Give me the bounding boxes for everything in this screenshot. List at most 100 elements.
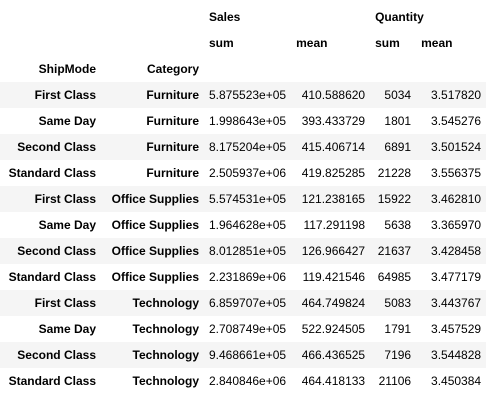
row-index-category: Furniture bbox=[146, 114, 199, 128]
row-index-shipmode: Second Class bbox=[0, 342, 101, 368]
table-header: Sales Quantity sum mean sum mean ShipMod… bbox=[0, 4, 486, 82]
cell-sales-mean: 119.421546 bbox=[302, 270, 366, 284]
table-row: Second Class Technology 9.468661e+05 466.43… bbox=[0, 342, 487, 368]
cell-sales-sum: 2.708749e+05 bbox=[209, 322, 287, 336]
cell-quantity-sum: 21106 bbox=[378, 374, 412, 388]
cell-quantity-sum: 64985 bbox=[377, 270, 412, 284]
row-index-category: Technology bbox=[101, 290, 204, 316]
row-index-shipmode: Second Class bbox=[0, 238, 101, 264]
row-index-shipmode: Same Day bbox=[38, 218, 96, 232]
cell-sales-sum: 1.964628e+05 bbox=[209, 218, 287, 232]
cell-quantity-sum: 15922 bbox=[370, 186, 417, 212]
table-row: Same Day Furniture 1.998643e+05 393.433729 1… bbox=[0, 108, 486, 134]
cell-quantity-mean: 3.365970 bbox=[431, 218, 482, 232]
row-index-category: Furniture bbox=[101, 82, 204, 108]
table-row: First Class Office Supplies 5.574531e+05 12… bbox=[0, 186, 487, 212]
header-blank-cell bbox=[101, 30, 204, 56]
table-body: First Class Furniture 5.875523e+05 410.5886… bbox=[0, 82, 487, 394]
row-index-shipmode: Same Day bbox=[38, 114, 96, 128]
row-index-category: Furniture bbox=[146, 166, 199, 180]
cell-sales-sum: 5.574531e+05 bbox=[204, 186, 292, 212]
header-blank-cell bbox=[291, 56, 370, 82]
cell-quantity-sum: 5034 bbox=[370, 82, 417, 108]
cell-quantity-sum: 6891 bbox=[370, 134, 417, 160]
row-index-shipmode: Second Class bbox=[0, 134, 101, 160]
cell-quantity-mean: 3.517820 bbox=[416, 82, 487, 108]
cell-sales-mean: 117.291198 bbox=[303, 218, 366, 232]
row-index-category: Office Supplies bbox=[111, 218, 199, 232]
header-row-aggregations: sum mean sum mean bbox=[0, 30, 486, 56]
cell-quantity-sum: 7196 bbox=[370, 342, 417, 368]
cell-quantity-mean: 3.462810 bbox=[416, 186, 487, 212]
cell-sales-sum: 2.840846e+06 bbox=[209, 374, 287, 388]
table-row: Same Day Technology 2.708749e+05 522.924505… bbox=[0, 316, 486, 342]
table-row: Same Day Office Supplies 1.964628e+05 117.2… bbox=[0, 212, 486, 238]
row-index-category: Technology bbox=[132, 374, 199, 388]
cell-quantity-sum: 5638 bbox=[384, 218, 412, 232]
table-row: Second Class Furniture 8.175204e+05 415.406… bbox=[0, 134, 487, 160]
index-name-category: Category bbox=[146, 62, 199, 76]
cell-quantity-mean: 3.450384 bbox=[431, 374, 482, 388]
cell-quantity-mean: 3.501524 bbox=[416, 134, 487, 160]
cell-sales-mean: 393.433729 bbox=[301, 114, 366, 128]
cell-quantity-sum: 5083 bbox=[370, 290, 417, 316]
cell-sales-mean: 464.418133 bbox=[301, 374, 366, 388]
row-index-shipmode: First Class bbox=[0, 290, 101, 316]
index-name-shipmode: ShipMode bbox=[38, 62, 96, 76]
table-row: Standard Class Technology 2.840846e+06 464.… bbox=[0, 368, 486, 394]
cell-quantity-mean: 3.457529 bbox=[431, 322, 482, 336]
cell-quantity-sum: 1801 bbox=[384, 114, 412, 128]
cell-sales-mean: 121.238165 bbox=[291, 186, 371, 212]
cell-quantity-mean: 3.477179 bbox=[431, 270, 482, 284]
cell-sales-sum: 5.875523e+05 bbox=[204, 82, 292, 108]
cell-sales-sum: 6.859707e+05 bbox=[204, 290, 292, 316]
header-blank-cell bbox=[0, 30, 101, 56]
cell-sales-mean: 410.588620 bbox=[291, 82, 371, 108]
row-index-shipmode: Standard Class bbox=[8, 374, 96, 388]
cell-quantity-mean: 3.443767 bbox=[416, 290, 487, 316]
column-header-quantity-mean: mean bbox=[421, 36, 453, 50]
row-index-shipmode: Standard Class bbox=[8, 166, 96, 180]
header-blank-cell bbox=[101, 4, 204, 30]
table-row: First Class Furniture 5.875523e+05 410.5886… bbox=[0, 82, 487, 108]
table-row: First Class Technology 6.859707e+05 464.749… bbox=[0, 290, 487, 316]
cell-sales-mean: 126.966427 bbox=[291, 238, 371, 264]
column-header-sales-mean: mean bbox=[296, 36, 328, 50]
row-index-category: Technology bbox=[132, 322, 199, 336]
row-index-category: Furniture bbox=[101, 134, 204, 160]
row-index-category: Office Supplies bbox=[101, 186, 204, 212]
cell-sales-mean: 415.406714 bbox=[291, 134, 371, 160]
cell-sales-mean: 419.825285 bbox=[301, 166, 366, 180]
cell-sales-mean: 522.924505 bbox=[301, 322, 366, 336]
header-blank-cell bbox=[370, 56, 416, 82]
header-blank-cell bbox=[204, 56, 291, 82]
cell-sales-sum: 8.175204e+05 bbox=[204, 134, 292, 160]
header-blank-cell bbox=[416, 56, 486, 82]
column-group-sales: Sales bbox=[209, 10, 241, 24]
row-index-shipmode: Same Day bbox=[38, 322, 96, 336]
header-blank-cell bbox=[0, 4, 101, 30]
row-index-shipmode: First Class bbox=[0, 82, 101, 108]
cell-sales-sum: 2.231869e+06 bbox=[209, 270, 287, 284]
cell-quantity-mean: 3.428458 bbox=[416, 238, 487, 264]
cell-quantity-sum: 21228 bbox=[377, 166, 412, 180]
header-row-index-names: ShipMode Category bbox=[0, 56, 486, 82]
row-index-category: Office Supplies bbox=[111, 270, 199, 284]
cell-quantity-mean: 3.545276 bbox=[431, 114, 482, 128]
column-header-quantity-sum: sum bbox=[375, 36, 400, 50]
table-row: Standard Class Office Supplies 2.231869e+0… bbox=[0, 264, 486, 290]
cell-sales-mean: 464.749824 bbox=[291, 290, 371, 316]
column-group-quantity: Quantity bbox=[375, 10, 424, 24]
row-index-shipmode: First Class bbox=[0, 186, 101, 212]
row-index-shipmode: Standard Class bbox=[8, 270, 96, 284]
cell-quantity-mean: 3.556375 bbox=[431, 166, 482, 180]
cell-sales-sum: 8.012851e+05 bbox=[204, 238, 292, 264]
grouped-dataframe-table: Sales Quantity sum mean sum mean ShipMod… bbox=[0, 4, 487, 394]
cell-sales-sum: 2.505937e+06 bbox=[209, 166, 287, 180]
header-row-groups: Sales Quantity bbox=[0, 4, 486, 30]
cell-quantity-sum: 21637 bbox=[370, 238, 417, 264]
cell-sales-sum: 1.998643e+05 bbox=[209, 114, 287, 128]
row-index-category: Technology bbox=[101, 342, 204, 368]
cell-quantity-mean: 3.544828 bbox=[416, 342, 487, 368]
